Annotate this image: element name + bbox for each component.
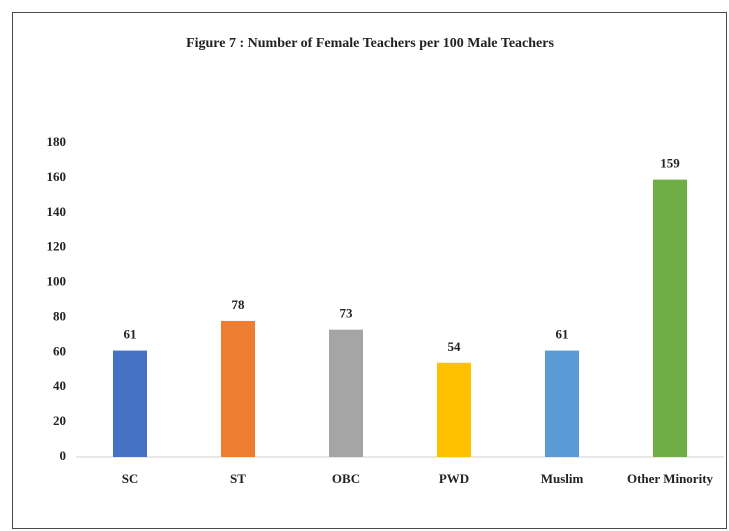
y-tick-label: 140 [47,204,67,219]
data-label: 54 [448,339,462,354]
x-tick-label: Muslim [541,471,584,486]
bar [329,329,363,457]
y-tick-label: 0 [60,448,67,463]
data-label: 78 [232,297,246,312]
data-label: 73 [340,306,354,321]
y-tick-label: 160 [47,169,67,184]
x-tick-label: OBC [332,471,360,486]
data-label: 61 [124,327,137,342]
data-label: 159 [660,156,680,171]
y-tick-label: 180 [47,134,67,149]
y-tick-label: 80 [53,308,66,323]
x-tick-label: SC [122,471,139,486]
bar [437,362,471,457]
x-tick-label: Other Minority [627,471,714,486]
x-tick-label: PWD [439,471,469,486]
chart-title: Figure 7 : Number of Female Teachers per… [186,36,554,51]
y-tick-label: 40 [53,378,66,393]
y-tick-label: 120 [47,239,67,254]
y-tick-label: 60 [53,343,66,358]
y-tick-label: 20 [53,413,66,428]
y-tick-label: 100 [47,274,67,289]
bar [653,179,687,457]
bar [113,350,147,457]
data-label: 61 [556,327,569,342]
bar [545,350,579,457]
bar [221,320,255,457]
x-tick-label: ST [230,471,246,486]
